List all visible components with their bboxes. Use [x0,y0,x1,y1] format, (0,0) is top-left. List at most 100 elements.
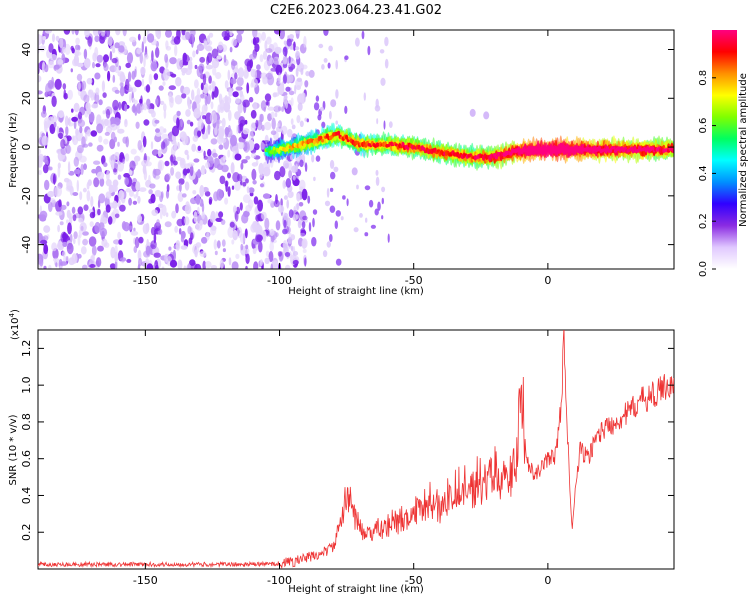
noise-speckle [313,102,320,111]
noise-speckle [90,130,98,137]
y-tick-label: 0.4 [20,487,33,505]
noise-speckle [146,263,154,269]
noise-speckle [79,126,83,134]
noise-speckle [51,76,54,88]
noise-speckle [270,67,278,72]
noise-speckle [92,61,95,69]
noise-speckle [48,166,53,171]
noise-speckle [297,220,302,229]
noise-speckle [234,182,241,191]
noise-speckle [375,176,380,186]
noise-speckle [301,240,307,250]
noise-speckle [235,97,241,104]
noise-speckle [253,143,260,151]
noise-speckle [274,170,281,181]
noise-speckle [44,64,49,73]
noise-speckle [119,73,126,83]
noise-speckle [267,199,273,204]
noise-speckle [155,131,162,137]
noise-speckle [315,95,320,102]
noise-speckle [177,259,183,269]
noise-speckle [228,257,232,266]
noise-speckle [208,75,212,84]
noise-speckle [333,166,339,173]
noise-speckle [87,36,93,47]
noise-speckle [141,41,144,53]
noise-speckle [299,154,302,161]
noise-speckle [129,160,136,171]
noise-speckle [209,84,212,91]
noise-speckle [57,162,61,169]
noise-speckle [160,191,164,199]
noise-speckle [285,100,288,110]
noise-speckle [129,86,137,93]
noise-speckle [282,63,288,69]
noise-speckle [113,184,118,192]
noise-speckle [155,30,159,38]
noise-speckle [144,54,149,60]
noise-speckle [199,93,205,99]
noise-speckle [73,237,76,245]
noise-speckle [237,173,243,182]
noise-speckle [73,156,80,167]
noise-speckle [173,36,181,45]
noise-speckle [186,154,190,160]
noise-speckle [329,110,332,120]
noise-speckle [364,232,369,237]
noise-speckle [270,263,274,269]
noise-speckle [122,158,126,164]
noise-speckle [193,158,200,163]
noise-speckle [72,192,79,196]
noise-speckle [94,221,101,234]
noise-speckle [252,180,257,185]
spectrogram-y-ticks: -40 -20 0 20 40 [20,43,674,254]
noise-speckle [171,210,177,219]
noise-speckle [140,66,146,76]
noise-speckle [93,160,101,165]
noise-speckle [257,199,263,212]
noise-speckle [218,211,224,219]
noise-speckle [288,90,295,96]
noise-speckle [235,85,242,93]
noise-speckle [104,30,111,38]
noise-speckle [44,179,50,191]
noise-speckle [259,259,263,267]
noise-speckle [38,90,43,95]
noise-speckle [169,57,177,65]
noise-speckle [150,141,154,150]
noise-speckle [158,161,163,171]
noise-speckle [300,232,305,237]
noise-speckle [269,228,275,236]
noise-speckle [119,204,126,212]
x-tick-label: 0 [544,574,551,587]
noise-speckle [179,183,182,192]
noise-speckle [368,199,374,208]
noise-speckle [42,164,49,174]
noise-speckle [311,236,317,247]
noise-speckle [223,36,230,41]
noise-speckle [75,37,80,45]
noise-speckle [91,245,97,256]
noise-speckle [359,213,363,218]
noise-speckle [285,178,292,188]
noise-speckle [304,80,309,88]
noise-speckle [73,231,78,240]
noise-speckle [42,36,46,41]
noise-speckle [124,103,128,112]
snr-exponent-base: (x10 [10,317,21,340]
noise-speckle [184,67,192,76]
signal-blob [303,143,307,147]
noise-speckle [159,100,165,105]
noise-speckle [294,30,301,34]
noise-speckle [205,261,212,269]
noise-speckle [250,122,256,132]
noise-speckle [302,249,307,253]
noise-speckle [174,225,179,233]
noise-speckle [143,35,147,44]
noise-speckle [299,159,304,168]
noise-speckle [125,78,130,91]
noise-speckle [282,46,288,57]
noise-speckle [82,264,88,269]
noise-speckle [44,30,52,34]
noise-speckle [86,77,93,85]
